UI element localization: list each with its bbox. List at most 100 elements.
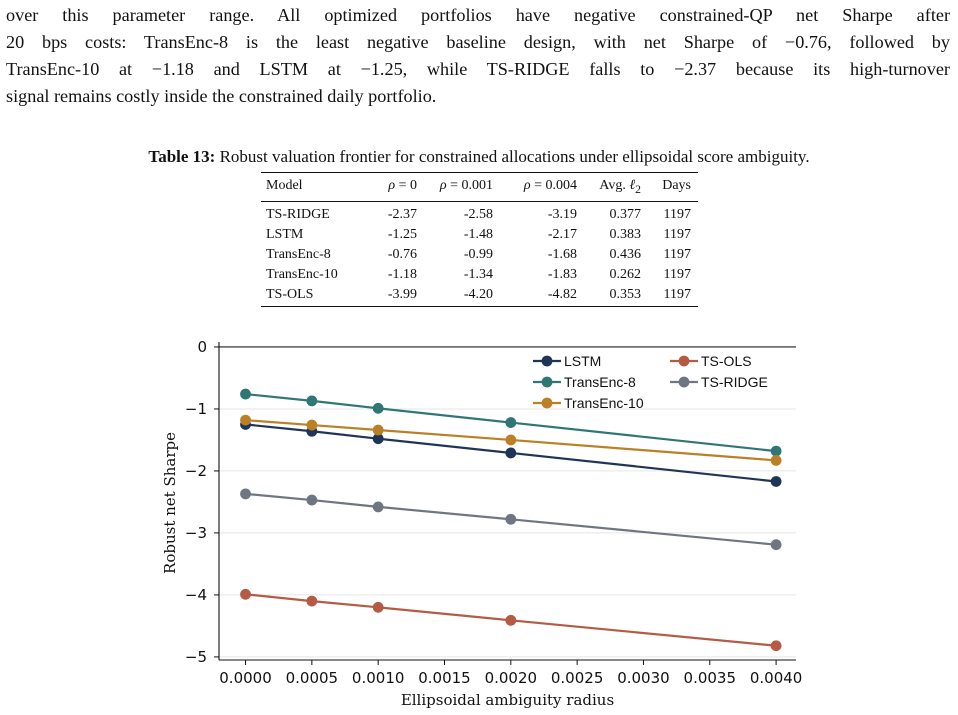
cell-days: 1197 [663,247,691,262]
ell-subscript: 2 [635,182,641,196]
cell-model: TransEnc-10 [266,267,338,282]
data-point [505,614,517,626]
cell-model: TS-OLS [266,287,314,302]
legend-marker [541,397,553,409]
table-caption-label: Table 13: [148,147,216,166]
data-point [505,417,517,428]
ell-symbol: ℓ [629,178,636,193]
cell-rho-0: -3.99 [387,287,417,302]
cell-avg-l2: 0.262 [609,267,642,282]
legend-entry: TS-OLS [670,353,752,369]
data-point [770,454,782,466]
legend-marker [678,376,690,388]
paragraph-line: over this parameter range. All optimized… [6,5,950,25]
rho-symbol: ρ [388,178,396,193]
cell-rho-0-001: -1.34 [463,267,493,282]
series-lstm [240,419,782,487]
x-tick-label: 0.0030 [617,669,670,687]
data-point [770,640,782,652]
y-tick-label: −1 [185,400,207,418]
data-point [770,476,782,487]
header-rho-0-004: ρ = 0.004 [497,176,577,196]
cell-rho-0-001: -1.48 [463,227,493,242]
paragraph-line: 20 bps costs: TransEnc-8 is the least ne… [6,32,950,52]
cell-rho-0-004: -1.68 [547,247,577,262]
paragraph-line: TransEnc-10 at −1.18 and LSTM at −1.25, … [6,59,950,79]
header-model: Model [266,178,303,193]
data-point [306,595,318,607]
legend-entry: TransEnc-10 [533,395,644,411]
results-table: Model ρ = 0 ρ = 0.001 ρ = 0.004 Avg. ℓ2 … [261,171,698,309]
cell-days: 1197 [663,267,691,282]
table-row: TS-OLS -3.99 -4.20 -4.82 0.353 1197 [261,285,698,305]
x-tick-label: 0.0010 [352,669,405,687]
x-tick-label: 0.0025 [551,669,604,687]
header-days: Days [662,178,691,193]
header-rho-0-001: ρ = 0.001 [421,176,493,196]
y-tick-label: −4 [185,586,207,604]
legend-label: LSTM [564,353,601,369]
data-point [770,445,782,457]
legend-entry: TS-RIDGE [670,374,768,390]
data-point [372,501,384,513]
cell-model: LSTM [266,227,304,242]
legend-marker [541,376,553,388]
x-tick-label: 0.0020 [485,669,538,687]
cell-days: 1197 [663,227,691,242]
body-paragraph: over this parameter range. All optimized… [6,2,950,110]
table-bottom-rule [261,306,698,307]
cell-days: 1197 [663,207,691,222]
data-point [240,414,251,426]
cell-model: TS-RIDGE [266,207,330,222]
rho-value: = 0.001 [446,178,493,193]
rho-value: = 0.004 [530,178,577,193]
cell-avg-l2: 0.436 [609,247,642,262]
cell-rho-0-004: -4.82 [547,287,577,302]
data-point [505,513,517,525]
table-top-rule [261,172,698,173]
data-point [372,433,384,445]
legend-entry: LSTM [533,353,601,369]
legend-marker [678,355,690,367]
data-point [372,402,384,414]
y-axis-label: Robust net Sharpe [161,432,179,574]
table-mid-rule [261,201,698,202]
data-point [372,601,384,613]
data-point [372,424,384,436]
data-point [306,395,318,407]
legend-entry: TransEnc-8 [533,374,636,390]
data-point [306,494,318,506]
cell-rho-0: -1.18 [387,267,417,282]
y-tick-label: 0 [197,338,207,356]
cell-rho-0-001: -0.99 [463,247,493,262]
cell-days: 1197 [663,287,691,302]
cell-rho-0-004: -2.17 [547,227,577,242]
avg-prefix: Avg. [599,178,630,193]
paragraph-line: signal remains costly inside the constra… [6,86,437,106]
table-row: TransEnc-10 -1.18 -1.34 -1.83 0.262 1197 [261,265,698,285]
cell-model: TransEnc-8 [266,247,331,262]
data-point [306,419,318,431]
series-transenc-8 [240,388,782,457]
cell-rho-0: -2.37 [387,207,417,222]
rho-symbol: ρ [439,178,447,193]
rho-symbol: ρ [523,178,531,193]
y-tick-label: −5 [185,648,207,666]
y-tick-label: −2 [185,462,207,480]
table-row: TransEnc-8 -0.76 -0.99 -1.68 0.436 1197 [261,245,698,265]
cell-rho-0-004: -3.19 [547,207,577,222]
cell-rho-0-001: -4.20 [463,287,493,302]
x-tick-label: 0.0000 [219,669,272,687]
data-point [505,434,517,446]
series-ts-ols [240,588,782,652]
header-avg-l2: Avg. ℓ2 [579,176,641,196]
x-tick-label: 0.0015 [418,669,471,687]
data-point [505,447,517,459]
data-point [240,588,251,600]
table-row: LSTM -1.25 -1.48 -2.17 0.383 1197 [261,225,698,245]
cell-rho-0-001: -2.58 [463,207,493,222]
cell-avg-l2: 0.353 [609,287,642,302]
x-axis-label: Ellipsoidal ambiguity radius [401,691,614,709]
table-caption: Table 13: Robust valuation frontier for … [0,146,958,168]
